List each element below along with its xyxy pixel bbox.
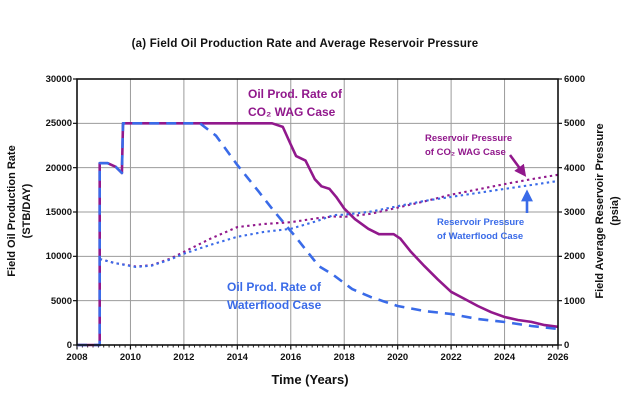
annotation-waterflood-rate-line2: Waterflood Case xyxy=(227,298,322,312)
y-left-axis-title-line1: Field Oil Production Rate xyxy=(6,145,18,277)
y-left-tick-label: 10000 xyxy=(45,251,72,263)
x-tick-label: 2018 xyxy=(333,352,355,363)
annotation-waterflood-pressure-line1: Reservoir Pressure xyxy=(437,217,525,228)
y-right-axis-title-line2: (psia) xyxy=(609,196,621,226)
y-right-tick-label: 4000 xyxy=(564,162,586,174)
series-0-line xyxy=(77,122,559,347)
y-right-tick-label: 1000 xyxy=(564,295,586,307)
x-axis-title: Time (Years) xyxy=(271,372,349,387)
y-right-tick-label: 3000 xyxy=(564,207,586,218)
x-tick-label: 2026 xyxy=(547,352,569,363)
annotation-waterflood-rate: Oil Prod. Rate of Waterflood Case xyxy=(227,278,321,314)
annotation-co2-wag-pressure-line1: Reservoir Pressure xyxy=(425,133,513,144)
y-left-tick-label: 25000 xyxy=(45,118,72,130)
annotation-co2-wag-pressure-line2: of CO₂ WAG Case xyxy=(425,146,506,158)
annotation-co2-wag-pressure: Reservoir Pressure of CO₂ WAG Case xyxy=(425,132,512,159)
y-left-tick-label: 20000 xyxy=(45,162,72,174)
annotation-arrow-layer xyxy=(508,154,533,213)
x-tick-label: 2022 xyxy=(440,352,462,363)
y-left-tick-label: 15000 xyxy=(45,207,72,218)
x-tick-label: 2012 xyxy=(173,352,195,363)
annotation-co2-wag-rate: Oil Prod. Rate of CO₂ WAG Case xyxy=(248,85,342,121)
y-left-tick-label: 0 xyxy=(66,340,72,351)
series-3-line xyxy=(99,179,559,269)
x-tick-label: 2020 xyxy=(387,352,409,363)
annotation-waterflood-rate-line1: Oil Prod. Rate of xyxy=(227,280,322,294)
series-layer xyxy=(77,122,559,347)
x-tick-label: 2008 xyxy=(66,352,88,363)
annotation-waterflood-pressure-line2: of Waterflood Case xyxy=(437,230,524,242)
y-left-tick-label: 5000 xyxy=(50,295,72,307)
y-right-tick-label: 5000 xyxy=(564,118,586,130)
arrow-to-co2-pressure-line xyxy=(508,154,527,177)
x-tick-label: 2024 xyxy=(493,352,516,363)
y-right-tick-label: 0 xyxy=(564,340,570,351)
x-tick-label: 2014 xyxy=(226,352,248,363)
y-left-tick-label: 30000 xyxy=(45,74,72,85)
annotation-co2-wag-rate-line2: CO₂ WAG Case xyxy=(248,105,336,119)
y-right-tick-label: 2000 xyxy=(564,251,586,263)
y-right-tick-label: 6000 xyxy=(564,74,586,85)
plot-border xyxy=(76,78,559,346)
x-tick-label: 2016 xyxy=(280,352,302,363)
x-tick-label: 2010 xyxy=(119,352,141,363)
grid-layer xyxy=(77,79,558,345)
annotation-waterflood-pressure: Reservoir Pressure of Waterflood Case xyxy=(437,216,524,243)
chart-title: (a) Field Oil Production Rate and Averag… xyxy=(131,38,479,50)
annotation-co2-wag-rate-line1: Oil Prod. Rate of xyxy=(248,87,343,101)
